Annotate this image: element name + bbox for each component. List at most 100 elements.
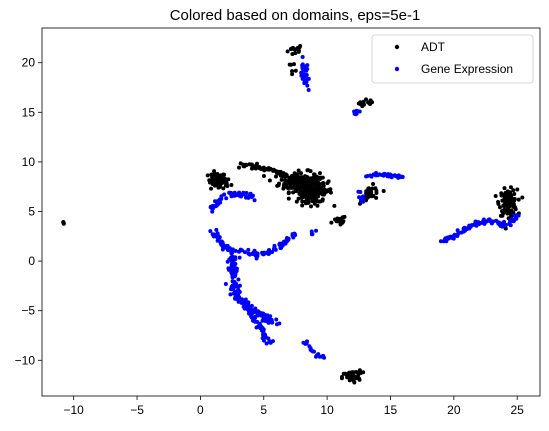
x-tick-label: 10: [320, 403, 334, 417]
data-point-gene-expression: [246, 302, 251, 307]
data-point-gene-expression: [260, 250, 265, 255]
data-point-gene-expression: [455, 234, 460, 239]
data-point-gene-expression: [261, 331, 266, 336]
data-point-adt: [317, 171, 322, 176]
data-point-gene-expression: [236, 277, 241, 282]
data-point-adt: [340, 215, 345, 220]
data-point-gene-expression: [273, 247, 278, 252]
data-point-adt: [290, 69, 295, 74]
data-point-adt: [299, 178, 304, 183]
data-point-adt: [315, 203, 320, 208]
data-point-adt: [292, 184, 297, 189]
data-point-adt: [311, 187, 316, 192]
data-point-adt: [505, 197, 510, 202]
data-point-adt: [314, 177, 319, 182]
data-point-adt: [339, 376, 344, 381]
data-point-adt: [290, 72, 295, 77]
y-tick-label: −5: [21, 304, 35, 318]
data-point-gene-expression: [305, 83, 310, 88]
data-point-gene-expression: [225, 248, 230, 253]
data-point-adt: [283, 174, 288, 179]
data-point-gene-expression: [215, 231, 220, 236]
data-point-gene-expression: [247, 252, 252, 257]
data-point-adt: [277, 181, 281, 186]
data-point-adt: [507, 204, 512, 209]
data-point-adt: [300, 183, 305, 188]
data-point-gene-expression: [237, 249, 241, 254]
y-tick-label: 20: [22, 56, 36, 70]
data-point-adt: [296, 181, 301, 186]
data-point-gene-expression: [377, 172, 382, 177]
data-point-gene-expression: [502, 219, 507, 224]
data-point-adt: [293, 68, 298, 73]
data-point-gene-expression: [243, 297, 248, 302]
data-point-adt: [283, 178, 288, 183]
data-point-gene-expression: [267, 248, 272, 253]
data-point-gene-expression: [254, 256, 259, 261]
data-point-gene-expression: [311, 349, 316, 354]
data-point-adt: [303, 179, 308, 184]
data-point-gene-expression: [268, 340, 273, 345]
data-point-adt: [503, 200, 508, 205]
data-point-adt: [267, 178, 272, 183]
data-point-gene-expression: [317, 354, 322, 359]
data-point-gene-expression: [491, 219, 496, 224]
data-point-gene-expression: [303, 64, 308, 69]
data-point-gene-expression: [474, 220, 479, 225]
data-point-adt: [328, 187, 333, 192]
data-point-gene-expression: [302, 75, 307, 80]
data-point-gene-expression: [364, 174, 369, 179]
data-point-adt: [296, 49, 301, 54]
data-point-adt: [221, 186, 226, 191]
data-point-gene-expression: [494, 218, 499, 223]
data-point-gene-expression: [224, 196, 229, 201]
data-point-adt: [300, 199, 305, 204]
data-point-adt: [322, 187, 327, 192]
data-point-adt: [505, 207, 510, 212]
data-point-gene-expression: [210, 232, 215, 237]
data-point-gene-expression: [390, 173, 395, 178]
data-point-gene-expression: [260, 318, 265, 323]
data-point-adt: [237, 165, 241, 170]
data-point-gene-expression: [508, 218, 512, 223]
data-point-adt: [288, 184, 293, 189]
data-point-adt: [512, 205, 517, 210]
data-point-adt: [509, 208, 514, 213]
data-point-adt: [357, 368, 362, 373]
data-point-adt: [511, 188, 516, 193]
data-point-gene-expression: [313, 354, 318, 359]
data-point-gene-expression: [219, 194, 224, 199]
data-point-adt: [520, 195, 525, 200]
x-tick-label: −10: [63, 403, 84, 417]
data-point-adt: [286, 196, 291, 201]
data-point-gene-expression: [305, 339, 310, 344]
data-point-adt: [279, 177, 284, 182]
data-point-adt: [259, 166, 264, 171]
data-point-gene-expression: [497, 221, 502, 226]
data-point-gene-expression: [233, 272, 238, 277]
legend-marker-adt: [394, 44, 400, 50]
data-point-gene-expression: [467, 226, 472, 231]
data-point-adt: [212, 183, 217, 188]
data-point-adt: [317, 199, 322, 204]
data-point-gene-expression: [249, 194, 254, 199]
data-point-gene-expression: [373, 173, 378, 178]
data-point-adt: [289, 174, 294, 179]
data-point-adt: [381, 188, 386, 193]
data-point-gene-expression: [258, 311, 263, 316]
data-point-gene-expression: [300, 55, 305, 60]
data-point-adt: [291, 62, 296, 67]
data-point-adt: [297, 45, 302, 50]
x-tick-label: 0: [197, 403, 204, 417]
data-point-gene-expression: [253, 319, 258, 324]
data-point-adt: [219, 175, 224, 180]
x-tick-label: 25: [511, 403, 525, 417]
data-point-gene-expression: [270, 320, 275, 325]
data-point-adt: [352, 380, 357, 385]
data-point-adt: [224, 177, 229, 182]
data-point-gene-expression: [266, 320, 271, 325]
data-point-adt: [253, 164, 258, 169]
data-point-gene-expression: [213, 199, 218, 204]
